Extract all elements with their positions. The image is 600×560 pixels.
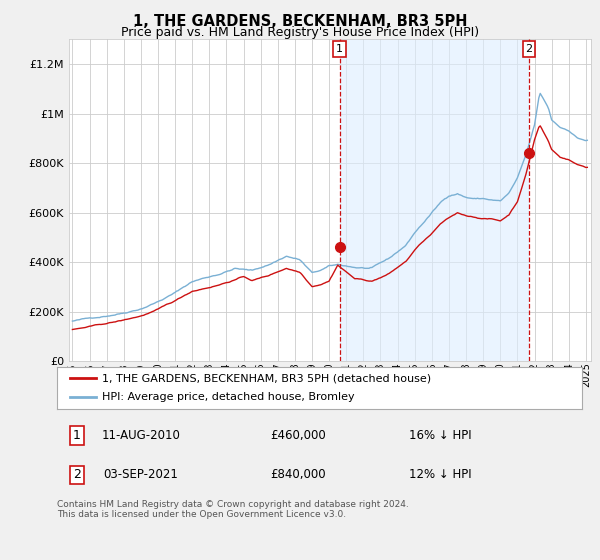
Text: 16% ↓ HPI: 16% ↓ HPI bbox=[409, 429, 472, 442]
Text: Contains HM Land Registry data © Crown copyright and database right 2024.
This d: Contains HM Land Registry data © Crown c… bbox=[57, 500, 409, 519]
Text: 2: 2 bbox=[73, 468, 81, 482]
Text: 1, THE GARDENS, BECKENHAM, BR3 5PH: 1, THE GARDENS, BECKENHAM, BR3 5PH bbox=[133, 14, 467, 29]
Text: HPI: Average price, detached house, Bromley: HPI: Average price, detached house, Brom… bbox=[101, 393, 354, 403]
Text: 11-AUG-2010: 11-AUG-2010 bbox=[101, 429, 181, 442]
Text: 1: 1 bbox=[336, 44, 343, 54]
Text: £840,000: £840,000 bbox=[271, 468, 326, 482]
Text: 1, THE GARDENS, BECKENHAM, BR3 5PH (detached house): 1, THE GARDENS, BECKENHAM, BR3 5PH (deta… bbox=[101, 373, 431, 383]
Text: 12% ↓ HPI: 12% ↓ HPI bbox=[409, 468, 472, 482]
Text: £460,000: £460,000 bbox=[271, 429, 326, 442]
Bar bbox=[340, 39, 529, 361]
Text: 03-SEP-2021: 03-SEP-2021 bbox=[104, 468, 178, 482]
Text: 2: 2 bbox=[526, 44, 532, 54]
Text: Price paid vs. HM Land Registry's House Price Index (HPI): Price paid vs. HM Land Registry's House … bbox=[121, 26, 479, 39]
Text: 1: 1 bbox=[73, 429, 81, 442]
